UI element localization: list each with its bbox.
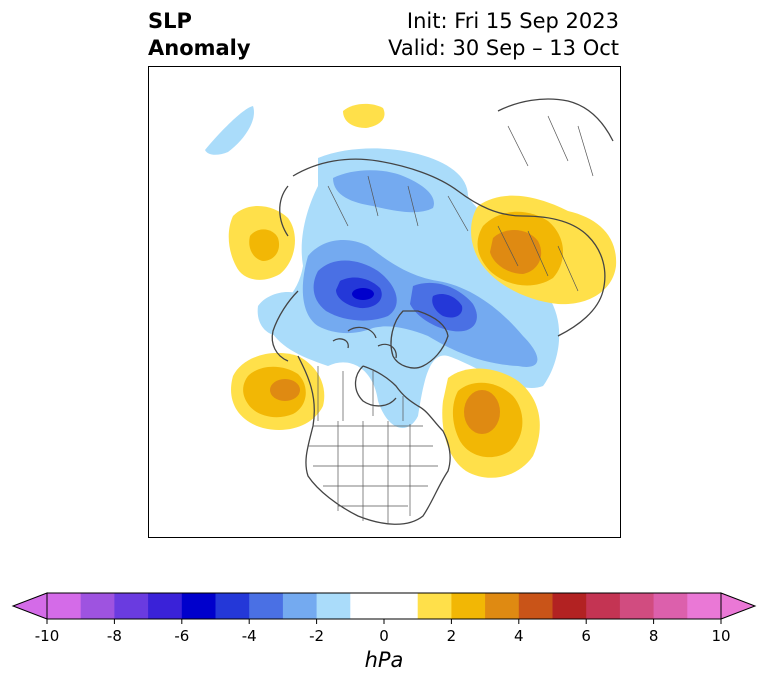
colorbar-cell (552, 593, 587, 619)
init-date: Init: Fri 15 Sep 2023 (406, 9, 619, 33)
colorbar-cell (316, 593, 351, 619)
negative-anomaly-core-east (432, 294, 463, 318)
positive-anomaly-pacific-north-inner (249, 229, 280, 261)
eurasia-borders (327, 115, 594, 292)
colorbar-cell (653, 593, 688, 619)
negative-anomaly-medium-north (333, 170, 434, 213)
colorbar-cell (282, 593, 318, 619)
greenland-coast (390, 310, 449, 369)
colorbar-cells (47, 593, 722, 619)
anomaly-fills (205, 103, 617, 478)
europe-coast (497, 98, 614, 142)
negative-anomaly-center (352, 288, 374, 300)
colorbar-cell (417, 593, 452, 619)
anomaly-map (148, 66, 621, 538)
colorbar-cell (47, 593, 82, 619)
title-right: Init: Fri 15 Sep 2023 Valid: 30 Sep – 13… (388, 8, 619, 62)
colorbar-tick-label: -8 (106, 627, 122, 645)
title-variable: SLP (148, 9, 192, 33)
colorbar-cell (384, 593, 419, 619)
colorbar-cell (215, 593, 250, 619)
colorbar-extend-min (11, 592, 48, 620)
colorbar-cell (485, 593, 520, 619)
colorbar-extend-max (720, 592, 757, 620)
borders (308, 115, 594, 524)
coastlines (271, 98, 614, 525)
colorbar-tick-label: -6 (174, 627, 190, 645)
colorbar (11, 592, 757, 624)
arctic-islands (332, 326, 397, 359)
colorbar-cell (181, 593, 216, 619)
us-states-grid (308, 421, 438, 524)
colorbar-unit: hPa (364, 648, 404, 672)
colorbar-tick-label: 2 (446, 627, 457, 645)
title-left: SLP Anomaly (148, 8, 251, 62)
positive-anomaly-pacific-core (270, 379, 300, 401)
north-america-coast (297, 355, 451, 525)
colorbar-tick-label: 0 (379, 627, 389, 645)
colorbar-cell (451, 593, 486, 619)
colorbar-ticks (46, 619, 722, 624)
colorbar-tick-label: 4 (514, 627, 524, 645)
colorbar-cell (249, 593, 284, 619)
alaska-coast (271, 290, 299, 362)
positive-anomaly-arctic-small (343, 103, 385, 128)
negative-anomaly-light-nw (205, 106, 254, 155)
siberia-coast (279, 185, 289, 237)
colorbar-tick-label: 8 (648, 627, 659, 645)
hudson-bay (354, 365, 397, 407)
title-type: Anomaly (148, 36, 251, 60)
colorbar-cell (350, 593, 385, 619)
colorbar-tick-label: 10 (711, 627, 731, 645)
valid-range: Valid: 30 Sep – 13 Oct (388, 36, 619, 60)
map-frame (148, 66, 621, 538)
colorbar-cell (114, 593, 149, 619)
colorbar-tick-label: -2 (309, 627, 325, 645)
colorbar-cell (687, 593, 722, 619)
canada-provinces (317, 366, 404, 421)
positive-anomaly-atlantic-core (464, 390, 500, 434)
colorbar-tick-label: 6 (581, 627, 591, 645)
colorbar-cell (148, 593, 183, 619)
colorbar-tick-label: -4 (241, 627, 257, 645)
positive-anomaly-eurasia-core (490, 230, 542, 274)
colorbar-cell (586, 593, 621, 619)
colorbar-tick-label: -10 (34, 627, 60, 645)
colorbar-cell (80, 593, 115, 619)
colorbar-cell (518, 593, 553, 619)
eurasia-coast (292, 158, 606, 337)
negative-anomaly-light-west (257, 291, 309, 336)
colorbar-cell (619, 593, 655, 619)
